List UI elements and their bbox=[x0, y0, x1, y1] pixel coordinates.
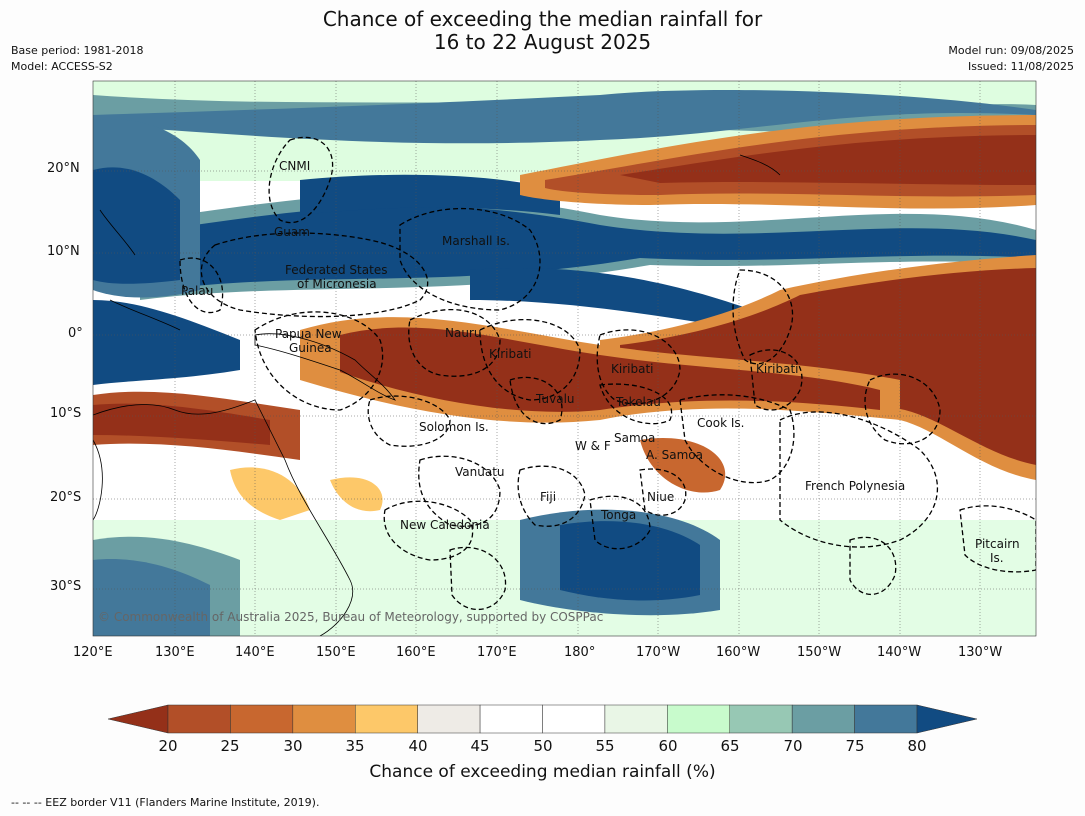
region-label-cnmi: CNMI bbox=[279, 159, 311, 173]
region-label-tuvalu: Tuvalu bbox=[536, 392, 575, 406]
region-label-marshall: Marshall Is. bbox=[442, 234, 510, 248]
colorbar-segment bbox=[791, 704, 855, 734]
colorbar-segment bbox=[230, 704, 294, 734]
lon-label: 160°W bbox=[716, 645, 761, 660]
region-label-tokelau: Tokelau bbox=[616, 395, 661, 409]
region-label-fsm: of Micronesia bbox=[297, 277, 377, 291]
region-label-pitcairn: Pitcairn bbox=[975, 537, 1020, 551]
colorbar-segment bbox=[729, 704, 793, 734]
lon-label: 130°W bbox=[958, 645, 1003, 660]
colorbar-tick: 35 bbox=[345, 737, 365, 755]
region-label-asamoa: A. Samoa bbox=[646, 448, 703, 462]
colorbar-low-extend bbox=[107, 704, 169, 734]
region-label-new-caledonia: New Caledonia bbox=[400, 518, 490, 532]
region-label-samoa: Samoa bbox=[614, 431, 656, 445]
base-period: Base period: 1981-2018 bbox=[11, 44, 144, 57]
map-title-line2: 16 to 22 August 2025 bbox=[433, 30, 652, 54]
lat-label: 10°S bbox=[50, 406, 82, 421]
lon-label: 150°W bbox=[797, 645, 842, 660]
colorbar bbox=[107, 704, 978, 734]
lat-label: 0° bbox=[68, 326, 83, 341]
colorbar-tick: 50 bbox=[533, 737, 553, 755]
colorbar-tick: 60 bbox=[658, 737, 678, 755]
eez-legend: -- -- -- EEZ border V11 (Flanders Marine… bbox=[11, 796, 320, 809]
lat-label: 10°N bbox=[47, 244, 80, 259]
region-label-png: Papua New bbox=[275, 327, 342, 341]
colorbar-segment bbox=[479, 704, 543, 734]
lon-label: 150°E bbox=[316, 645, 356, 660]
region-label-tonga: Tonga bbox=[601, 508, 637, 522]
region-label-nauru: Nauru bbox=[445, 326, 482, 340]
region-label-fiji: Fiji bbox=[540, 490, 557, 504]
lat-label: 30°S bbox=[50, 579, 82, 594]
lon-label: 140°W bbox=[877, 645, 922, 660]
colorbar-segment bbox=[854, 704, 918, 734]
region-label-vanuatu: Vanuatu bbox=[455, 465, 505, 479]
colorbar-tick: 45 bbox=[470, 737, 490, 755]
lon-label: 160°E bbox=[396, 645, 436, 660]
colorbar-tick: 25 bbox=[220, 737, 240, 755]
colorbar-tick: 70 bbox=[783, 737, 803, 755]
coastlines bbox=[93, 154, 781, 636]
colorbar-segment bbox=[667, 704, 730, 734]
lon-label: 120°E bbox=[73, 645, 113, 660]
colorbar-segment bbox=[604, 704, 668, 734]
colorbar-label: Chance of exceeding median rainfall (%) bbox=[369, 762, 716, 782]
colorbar-tick: 55 bbox=[595, 737, 615, 755]
graticule bbox=[93, 81, 1036, 636]
region-label-solomon: Solomon Is. bbox=[419, 420, 489, 434]
region-label-fsm: Federated States bbox=[285, 263, 388, 277]
colorbar-tick: 20 bbox=[158, 737, 178, 755]
colorbar-tick: 75 bbox=[845, 737, 865, 755]
colorbar-tick: 30 bbox=[283, 737, 303, 755]
colorbar-tick: 80 bbox=[907, 737, 927, 755]
colorbar-segment bbox=[167, 704, 231, 734]
region-label-cook: Cook Is. bbox=[697, 416, 745, 430]
lon-label: 130°E bbox=[155, 645, 195, 660]
region-label-png: Guinea bbox=[289, 341, 332, 355]
region-label-kiribati: Kiribati bbox=[489, 347, 532, 361]
model-run: Model run: 09/08/2025 bbox=[948, 44, 1074, 57]
region-label-wf: W & F bbox=[575, 439, 611, 453]
issued-date: Issued: 11/08/2025 bbox=[967, 60, 1074, 73]
region-label-niue: Niue bbox=[647, 490, 675, 504]
lon-label: 170°E bbox=[477, 645, 517, 660]
lon-label: 180° bbox=[564, 645, 596, 660]
map-title-line1: Chance of exceeding the median rainfall … bbox=[322, 7, 763, 31]
region-label-kiribati: Kiribati bbox=[756, 362, 799, 376]
lat-label: 20°N bbox=[47, 161, 80, 176]
lon-label: 140°E bbox=[235, 645, 275, 660]
colorbar-segment bbox=[417, 704, 481, 734]
region-label-guam: Guam bbox=[274, 225, 310, 239]
eez-borders bbox=[179, 136, 1036, 611]
colorbar-segment bbox=[355, 704, 418, 734]
model-name: Model: ACCESS-S2 bbox=[11, 60, 113, 73]
region-label-kiribati: Kiribati bbox=[611, 362, 654, 376]
region-label-palau: Palau bbox=[181, 284, 214, 298]
region-label-pitcairn: Is. bbox=[990, 551, 1004, 565]
map-copyright: © Commonwealth of Australia 2025, Bureau… bbox=[98, 610, 603, 624]
lat-label: 20°S bbox=[50, 490, 82, 505]
colorbar-tick: 65 bbox=[720, 737, 740, 755]
colorbar-segment bbox=[542, 704, 606, 734]
lon-label: 170°W bbox=[636, 645, 681, 660]
colorbar-high-extend bbox=[916, 704, 978, 734]
colorbar-segment bbox=[292, 704, 356, 734]
region-label-french-polynesia: French Polynesia bbox=[805, 479, 906, 493]
colorbar-tick: 40 bbox=[408, 737, 428, 755]
